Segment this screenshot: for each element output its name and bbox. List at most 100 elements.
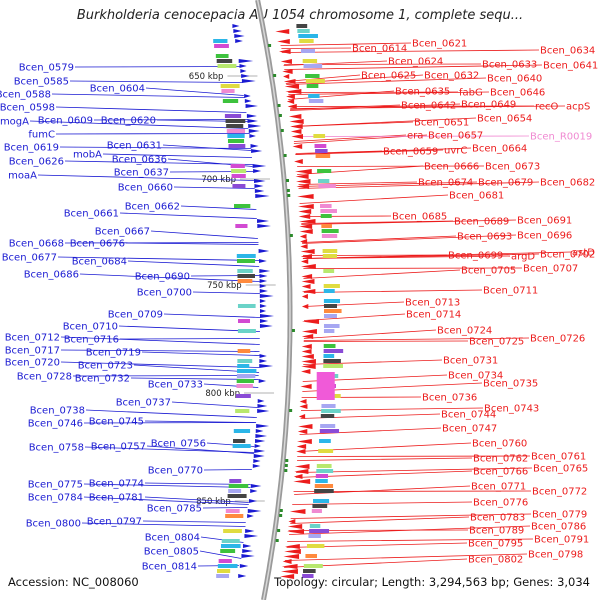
gene-label-Bcen_0659[interactable]: Bcen_0659 [383, 147, 438, 158]
gene-label-acpS[interactable]: acpS [566, 102, 590, 113]
gene-label-Bcen_0719[interactable]: Bcen_0719 [86, 348, 141, 359]
gene-label-Bcen_0770[interactable]: Bcen_0770 [148, 466, 203, 477]
gene-label-Bcen_0702[interactable]: Bcen_0702 [540, 250, 595, 261]
gene-label-Bcen_0649[interactable]: Bcen_0649 [461, 100, 516, 111]
gene-label-Bcen_0711[interactable]: Bcen_0711 [483, 286, 538, 297]
gene-label-Bcen_0626[interactable]: Bcen_0626 [9, 157, 64, 168]
gene-label-Bcen_0604[interactable]: Bcen_0604 [90, 84, 145, 95]
gene-label-Bcen_0771[interactable]: Bcen_0771 [471, 482, 526, 493]
gene-label-Bcen_0676[interactable]: Bcen_0676 [70, 239, 125, 250]
gene-label-moaA[interactable]: moaA [8, 171, 37, 182]
gene-label-Bcen_0814[interactable]: Bcen_0814 [142, 562, 197, 573]
gene-label-Bcen_0712[interactable]: Bcen_0712 [5, 333, 60, 344]
gene-label-fumC[interactable]: fumC [28, 130, 55, 141]
gene-label-Bcen_0757[interactable]: Bcen_0757 [91, 442, 146, 453]
gene-label-Bcen_0746[interactable]: Bcen_0746 [28, 419, 83, 430]
gene-label-astD[interactable]: astD [572, 248, 595, 259]
gene-label-Bcen_0635[interactable]: Bcen_0635 [395, 87, 450, 98]
gene-label-Bcen_0588[interactable]: Bcen_0588 [0, 90, 51, 101]
gene-label-Bcen_0724[interactable]: Bcen_0724 [437, 326, 492, 337]
gene-label-Bcen_0636[interactable]: Bcen_0636 [112, 155, 167, 166]
gene-label-Bcen_0736[interactable]: Bcen_0736 [422, 393, 477, 404]
gene-label-Bcen_0585[interactable]: Bcen_0585 [14, 77, 69, 88]
gene-label-Bcen_0797[interactable]: Bcen_0797 [87, 517, 142, 528]
gene-label-Bcen_0760[interactable]: Bcen_0760 [472, 439, 527, 450]
gene-label-Bcen_0641[interactable]: Bcen_0641 [543, 61, 598, 72]
gene-label-Bcen_0699[interactable]: Bcen_0699 [448, 251, 503, 262]
gene-label-Bcen_0723[interactable]: Bcen_0723 [78, 361, 133, 372]
gene-label-Bcen_0634[interactable]: Bcen_0634 [540, 46, 595, 57]
gene-label-Bcen_0651[interactable]: Bcen_0651 [414, 118, 469, 129]
gene-label-Bcen_0609[interactable]: Bcen_0609 [38, 116, 93, 127]
gene-label-Bcen_0631[interactable]: Bcen_0631 [107, 141, 162, 152]
gene-label-Bcen_0772[interactable]: Bcen_0772 [532, 487, 587, 498]
gene-label-Bcen_0731[interactable]: Bcen_0731 [443, 356, 498, 367]
gene-label-Bcen_0620[interactable]: Bcen_0620 [101, 116, 156, 127]
gene-label-Bcen_0795[interactable]: Bcen_0795 [468, 539, 523, 550]
gene-label-Bcen_0677[interactable]: Bcen_0677 [2, 253, 57, 264]
gene-label-Bcen_0762[interactable]: Bcen_0762 [473, 454, 528, 465]
gene-label-Bcen_0691[interactable]: Bcen_0691 [517, 216, 572, 227]
gene-label-Bcen_0745[interactable]: Bcen_0745 [89, 417, 144, 428]
gene-label-Bcen_0666[interactable]: Bcen_0666 [424, 162, 479, 173]
gene-label-Bcen_0662[interactable]: Bcen_0662 [125, 202, 180, 213]
gene-label-Bcen_0783[interactable]: Bcen_0783 [470, 513, 525, 524]
gene-label-Bcen_0598[interactable]: Bcen_0598 [0, 103, 55, 114]
gene-label-Bcen_0716[interactable]: Bcen_0716 [64, 335, 119, 346]
gene-label-Bcen_0660[interactable]: Bcen_0660 [118, 183, 173, 194]
gene-label-Bcen_0714[interactable]: Bcen_0714 [406, 310, 461, 321]
gene-label-Bcen_0654[interactable]: Bcen_0654 [477, 114, 532, 125]
gene-label-Bcen_0682[interactable]: Bcen_0682 [540, 178, 595, 189]
gene-label-Bcen_0766[interactable]: Bcen_0766 [473, 467, 528, 478]
gene-label-Bcen_0786[interactable]: Bcen_0786 [531, 522, 586, 533]
gene-label-Bcen_0798[interactable]: Bcen_0798 [528, 550, 583, 561]
gene-label-Bcen_0805[interactable]: Bcen_0805 [144, 547, 199, 558]
gene-label-Bcen_0646[interactable]: Bcen_0646 [490, 88, 545, 99]
gene-label-Bcen_0738[interactable]: Bcen_0738 [30, 406, 85, 417]
gene-label-Bcen_0726[interactable]: Bcen_0726 [530, 334, 585, 345]
gene-label-Bcen_0632[interactable]: Bcen_0632 [424, 71, 479, 82]
gene-label-Bcen_0673[interactable]: Bcen_0673 [485, 162, 540, 173]
gene-label-Bcen_0684[interactable]: Bcen_0684 [72, 257, 127, 268]
gene-label-Bcen_0800[interactable]: Bcen_0800 [26, 519, 81, 530]
gene-label-Bcen_0614[interactable]: Bcen_0614 [352, 44, 407, 55]
gene-label-Bcen_0640[interactable]: Bcen_0640 [487, 74, 542, 85]
gene-label-Bcen_0685[interactable]: Bcen_0685 [392, 212, 447, 223]
gene-label-Bcen_0779[interactable]: Bcen_0779 [532, 510, 587, 521]
gene-label-Bcen_0791[interactable]: Bcen_0791 [534, 535, 589, 546]
gene-label-Bcen_0709[interactable]: Bcen_0709 [108, 310, 163, 321]
gene-label-Bcen_0664[interactable]: Bcen_0664 [472, 144, 527, 155]
gene-label-mobA[interactable]: mobA [73, 150, 102, 161]
gene-label-argD[interactable]: argD [511, 252, 535, 263]
gene-label-Bcen_0690[interactable]: Bcen_0690 [135, 272, 190, 283]
gene-label-Bcen_0579[interactable]: Bcen_0579 [19, 63, 74, 74]
gene-label-Bcen_0747[interactable]: Bcen_0747 [442, 424, 497, 435]
gene-label-Bcen_0765[interactable]: Bcen_0765 [533, 464, 588, 475]
gene-label-Bcen_0681[interactable]: Bcen_0681 [449, 191, 504, 202]
gene-label-Bcen_0758[interactable]: Bcen_0758 [29, 443, 84, 454]
left-gene-labels[interactable]: Bcen_0579 Bcen_0585 Bcen_0588 Bcen_0598 mogA… [0, 63, 206, 573]
gene-label-Bcen_0657[interactable]: Bcen_0657 [428, 131, 483, 142]
gene-label-Bcen_0789[interactable]: Bcen_0789 [469, 526, 524, 537]
gene-label-Bcen_0668[interactable]: Bcen_0668 [9, 239, 64, 250]
gene-label-Bcen_0744[interactable]: Bcen_0744 [441, 410, 496, 421]
gene-label-Bcen_0804[interactable]: Bcen_0804 [145, 533, 200, 544]
gene-label-Bcen_0707[interactable]: Bcen_0707 [523, 264, 578, 275]
gene-label-Bcen_0667[interactable]: Bcen_0667 [95, 227, 150, 238]
gene-label-Bcen_0624[interactable]: Bcen_0624 [388, 57, 443, 68]
gene-label-Bcen_0693[interactable]: Bcen_0693 [457, 232, 512, 243]
gene-label-Bcen_0625[interactable]: Bcen_0625 [361, 71, 416, 82]
gene-label-Bcen_0774[interactable]: Bcen_0774 [89, 479, 144, 490]
gene-label-Bcen_0717[interactable]: Bcen_0717 [5, 346, 60, 357]
gene-label-Bcen_R0019[interactable]: Bcen_R0019 [530, 132, 592, 143]
gene-label-Bcen_0642[interactable]: Bcen_0642 [401, 101, 456, 112]
gene-label-Bcen_0743[interactable]: Bcen_0743 [484, 404, 539, 415]
gene-label-Bcen_0802[interactable]: Bcen_0802 [468, 555, 523, 566]
gene-label-Bcen_0637[interactable]: Bcen_0637 [114, 168, 169, 179]
gene-label-Bcen_0734[interactable]: Bcen_0734 [448, 371, 503, 382]
gene-label-fabG[interactable]: fabG [459, 88, 483, 99]
gene-label-Bcen_0661[interactable]: Bcen_0661 [64, 209, 119, 220]
gene-label-recO[interactable]: recO [535, 102, 559, 113]
gene-label-Bcen_0633[interactable]: Bcen_0633 [482, 60, 537, 71]
